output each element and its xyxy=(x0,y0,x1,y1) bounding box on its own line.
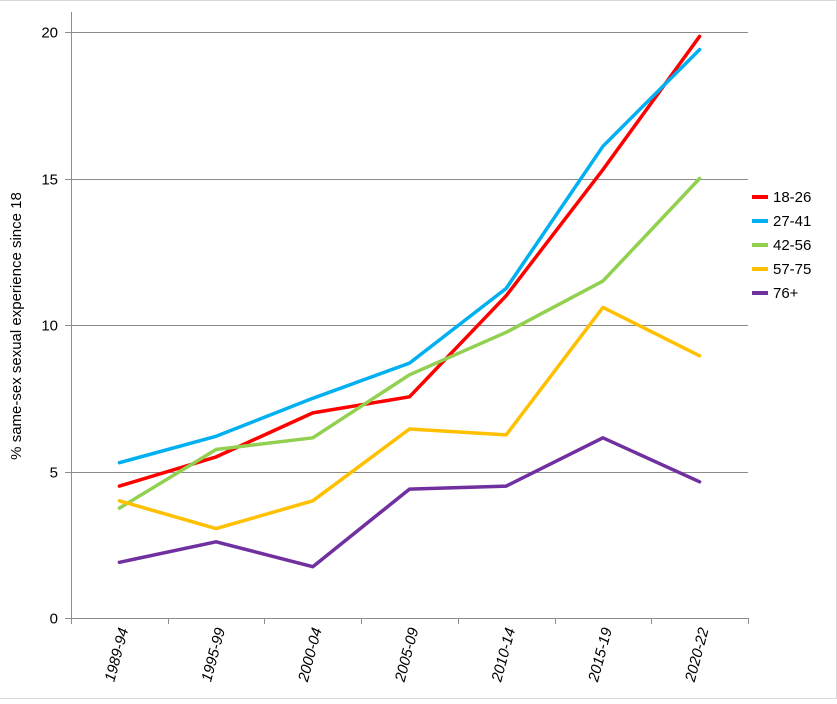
series-lines xyxy=(117,34,702,569)
x-tick-label: 2000-04 xyxy=(295,626,326,685)
series-line-57-75 xyxy=(117,305,702,531)
legend-label: 42-56 xyxy=(773,237,811,254)
x-tick-label: 2015-19 xyxy=(585,625,616,684)
y-tick-label: 20 xyxy=(41,25,58,42)
legend-label: 57-75 xyxy=(773,261,811,278)
tick-labels: 0 5 10 15 20 1989-94 1995-99 2000-04 2005-09 2010… xyxy=(41,25,712,685)
series-line-76+ xyxy=(117,436,702,569)
y-tick-label: 0 xyxy=(50,611,58,628)
y-tick-label: 5 xyxy=(50,465,58,482)
x-tick-label: 2010-14 xyxy=(488,626,519,685)
x-tick-label: 2005-09 xyxy=(392,625,423,684)
y-axis-label: % same-sex sexual experience since 18 xyxy=(8,192,25,460)
gridlines xyxy=(71,32,748,473)
series-line-42-56 xyxy=(117,176,702,510)
series-line-18-26 xyxy=(117,34,702,488)
x-tick-label: 1995-99 xyxy=(198,625,229,683)
legend-label: 18-26 xyxy=(773,189,811,206)
x-tick-label: 1989-94 xyxy=(102,626,133,684)
y-tick-label: 15 xyxy=(41,172,58,189)
legend: 18-26 27-41 42-56 57-75 76+ xyxy=(752,189,811,302)
y-tick-label: 10 xyxy=(41,318,58,335)
x-tick-label: 2020-22 xyxy=(682,625,713,684)
series-line-27-41 xyxy=(117,47,702,465)
legend-label: 76+ xyxy=(773,285,799,302)
legend-label: 27-41 xyxy=(773,213,811,230)
